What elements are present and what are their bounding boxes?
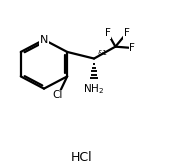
Text: F: F (129, 43, 135, 53)
Text: F: F (105, 28, 111, 38)
Text: NH$_2$: NH$_2$ (84, 82, 105, 96)
Text: HCl: HCl (70, 151, 92, 163)
Text: Cl: Cl (52, 90, 62, 100)
Text: N: N (40, 35, 48, 45)
Text: F: F (124, 28, 130, 38)
Text: &1: &1 (97, 50, 107, 56)
